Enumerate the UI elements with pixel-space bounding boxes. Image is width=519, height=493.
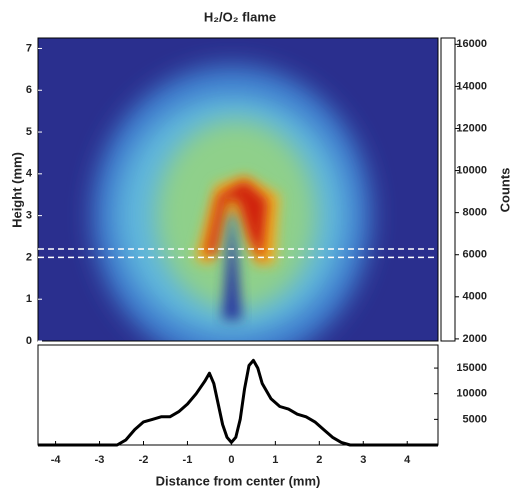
y-tick-label: 15000 [456,362,487,374]
chart-title: H₂/O₂ flame [204,9,276,24]
colorbar-tick-label: 6000 [463,249,487,261]
colorbar-tick-label: 4000 [463,291,487,303]
x-axis-label: Distance from center (mm) [156,473,321,488]
colorbar [440,37,456,342]
y-tick-label: 5000 [463,413,487,425]
colorbar-tick-label: 14000 [456,80,487,92]
x-tick-label: 2 [316,454,322,466]
x-tick-label: -4 [51,454,62,466]
x-tick-label: 0 [228,454,234,466]
x-tick-label: 4 [404,454,411,466]
x-tick-label: 3 [360,454,366,466]
y-tick-label: 2 [26,251,32,263]
y-tick-label: 10000 [456,388,487,400]
colorbar-tick-label: 12000 [456,122,487,134]
y-tick-label: 0 [26,335,32,347]
colorbar-tick-label: 2000 [463,333,487,345]
x-tick-label: -2 [139,454,149,466]
x-tick-label: 1 [272,454,278,466]
y-tick-label: 1 [26,293,32,305]
colorbar-tick-label: 8000 [463,207,487,219]
colorbar-label: Counts [497,168,512,213]
x-tick-label: -3 [95,454,105,466]
y-tick-label: 6 [26,84,32,96]
y-axis-label: Height (mm) [9,152,24,228]
y-tick-label: 4 [26,168,33,180]
y-tick-label: 7 [26,42,32,54]
profile-line [38,358,438,447]
colorbar-tick-label: 10000 [456,164,487,176]
heatmap-image [38,38,438,341]
plot-frame [37,37,439,342]
y-tick-label: 5 [26,126,32,138]
x-tick-label: -1 [183,454,193,466]
colorbar-tick-label: 16000 [456,38,487,50]
y-tick-label: 3 [26,210,32,222]
